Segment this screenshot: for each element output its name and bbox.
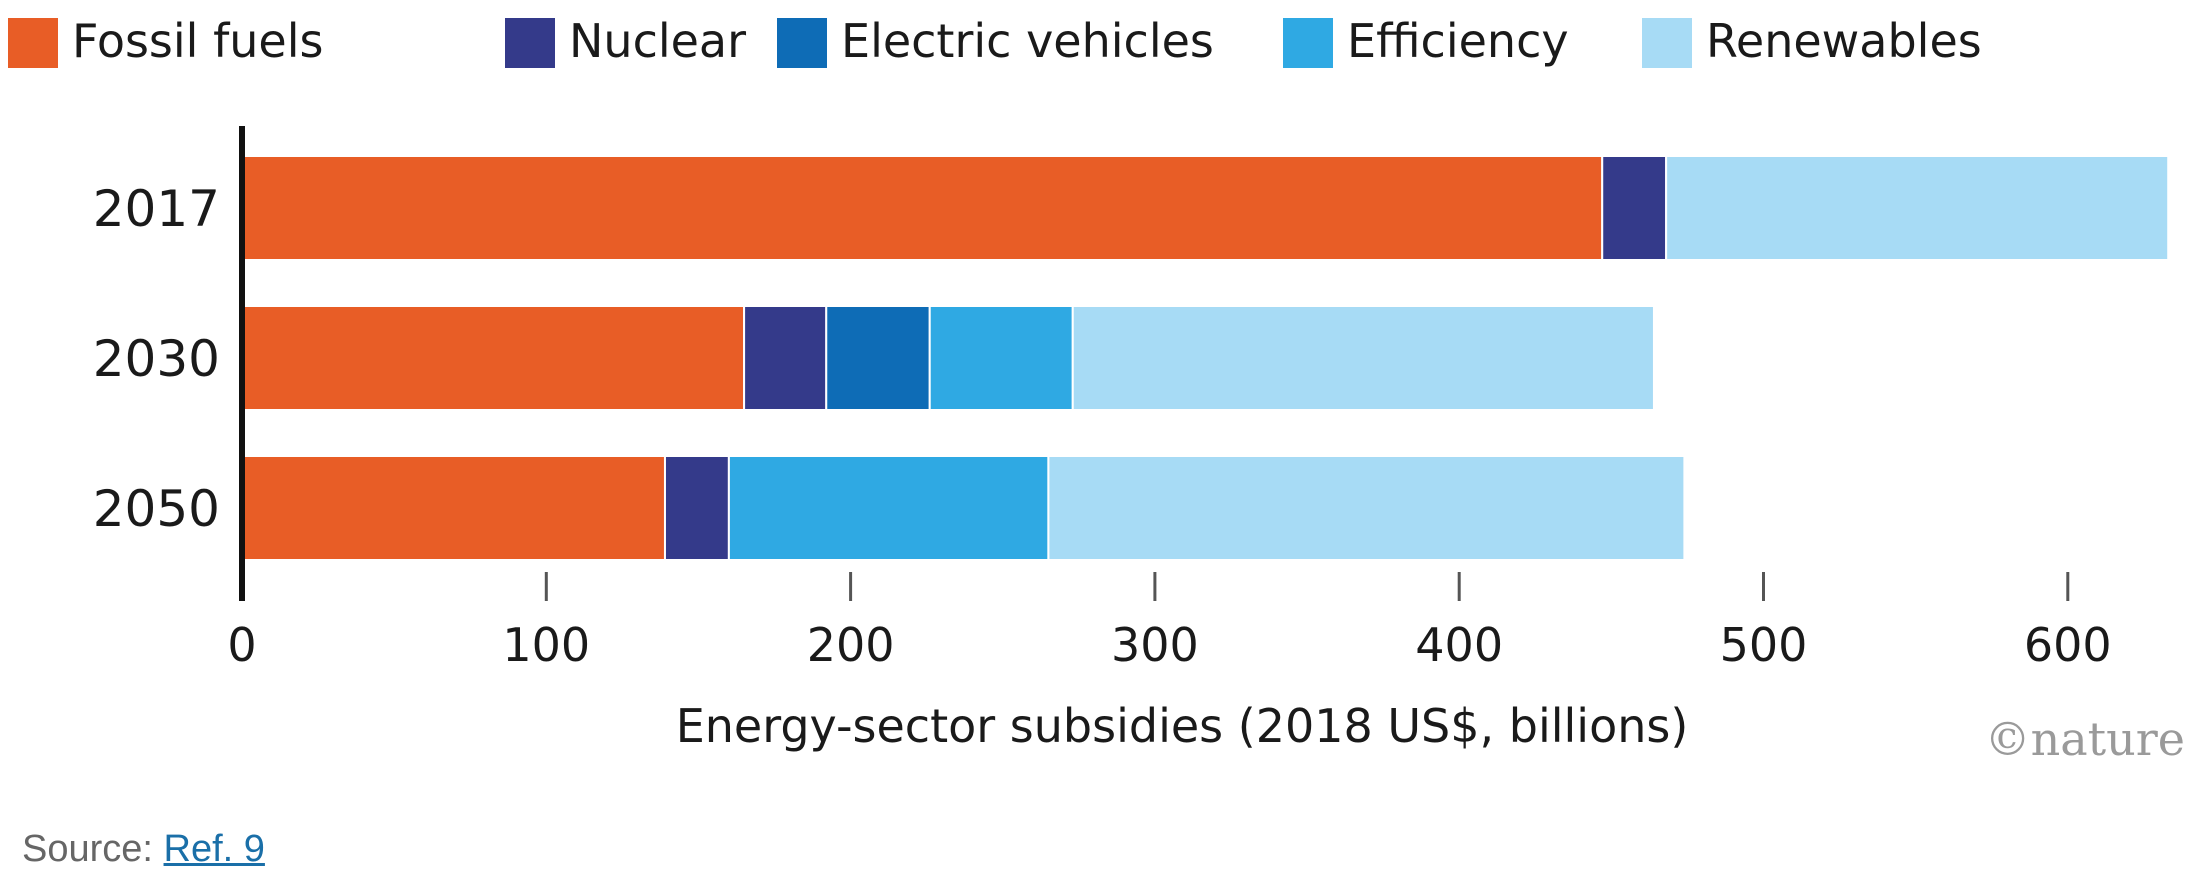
y-category-label: 2017 [93, 180, 220, 238]
x-tick-label: 400 [1415, 618, 1503, 672]
x-tick-label: 100 [502, 618, 590, 672]
bar-row-2030 [241, 305, 1655, 411]
bar-segment-nuclear [663, 455, 730, 561]
bar-segment-fossil-fuels [241, 455, 666, 561]
bar-segment-renewables [1665, 155, 2170, 261]
bar-segment-nuclear [1601, 155, 1668, 261]
x-tick-label: 500 [1720, 618, 1808, 672]
x-tick-label: 300 [1111, 618, 1199, 672]
legend-swatch [505, 18, 555, 68]
source-line: Source: Ref. 9 [22, 828, 265, 871]
legend-label: Efficiency [1347, 14, 1569, 68]
bar-segment-efficiency [727, 455, 1050, 561]
x-tick-label: 200 [807, 618, 895, 672]
x-axis-ticks [544, 572, 2070, 601]
legend-item: Nuclear [505, 14, 746, 68]
y-category-label: 2030 [93, 330, 220, 388]
legend-label: Electric vehicles [841, 14, 1214, 68]
bar-segment-efficiency [928, 305, 1074, 411]
x-axis-label: Energy-sector subsidies (2018 US$, billi… [676, 699, 1689, 753]
bars [241, 155, 2170, 561]
legend-label: Renewables [1706, 14, 1982, 68]
legend-swatch [8, 18, 58, 68]
legend-item: Fossil fuels [8, 14, 323, 68]
y-axis-categories: 2017 2030 2050 [93, 180, 220, 538]
legend-label: Fossil fuels [72, 14, 323, 68]
source-label: Source: [22, 828, 153, 870]
bar-segment-fossil-fuels [241, 155, 1604, 261]
bar-row-2017 [241, 155, 2170, 261]
legend-item: Renewables [1642, 14, 1982, 68]
legend: Fossil fuels Nuclear Electric vehicles Effi… [8, 14, 1982, 68]
y-category-label: 2050 [93, 480, 220, 538]
bar-segment-fossil-fuels [241, 305, 746, 411]
legend-swatch [777, 18, 827, 68]
legend-swatch [1642, 18, 1692, 68]
bar-row-2050 [241, 455, 1686, 561]
x-axis-tick-labels: 0 100 200 300 400 500 600 [227, 618, 2111, 672]
legend-item: Electric vehicles [777, 14, 1214, 68]
legend-swatch [1283, 18, 1333, 68]
bar-segment-electric-vehicles [825, 305, 931, 411]
x-tick-label: 600 [2024, 618, 2112, 672]
legend-label: Nuclear [569, 14, 746, 68]
bar-segment-nuclear [743, 305, 828, 411]
source-link[interactable]: Ref. 9 [163, 828, 265, 870]
bar-segment-renewables [1047, 455, 1686, 561]
bar-segment-renewables [1071, 305, 1655, 411]
nature-credit: ©nature [1985, 712, 2185, 766]
x-tick-label: 0 [227, 618, 256, 672]
legend-item: Efficiency [1283, 14, 1569, 68]
